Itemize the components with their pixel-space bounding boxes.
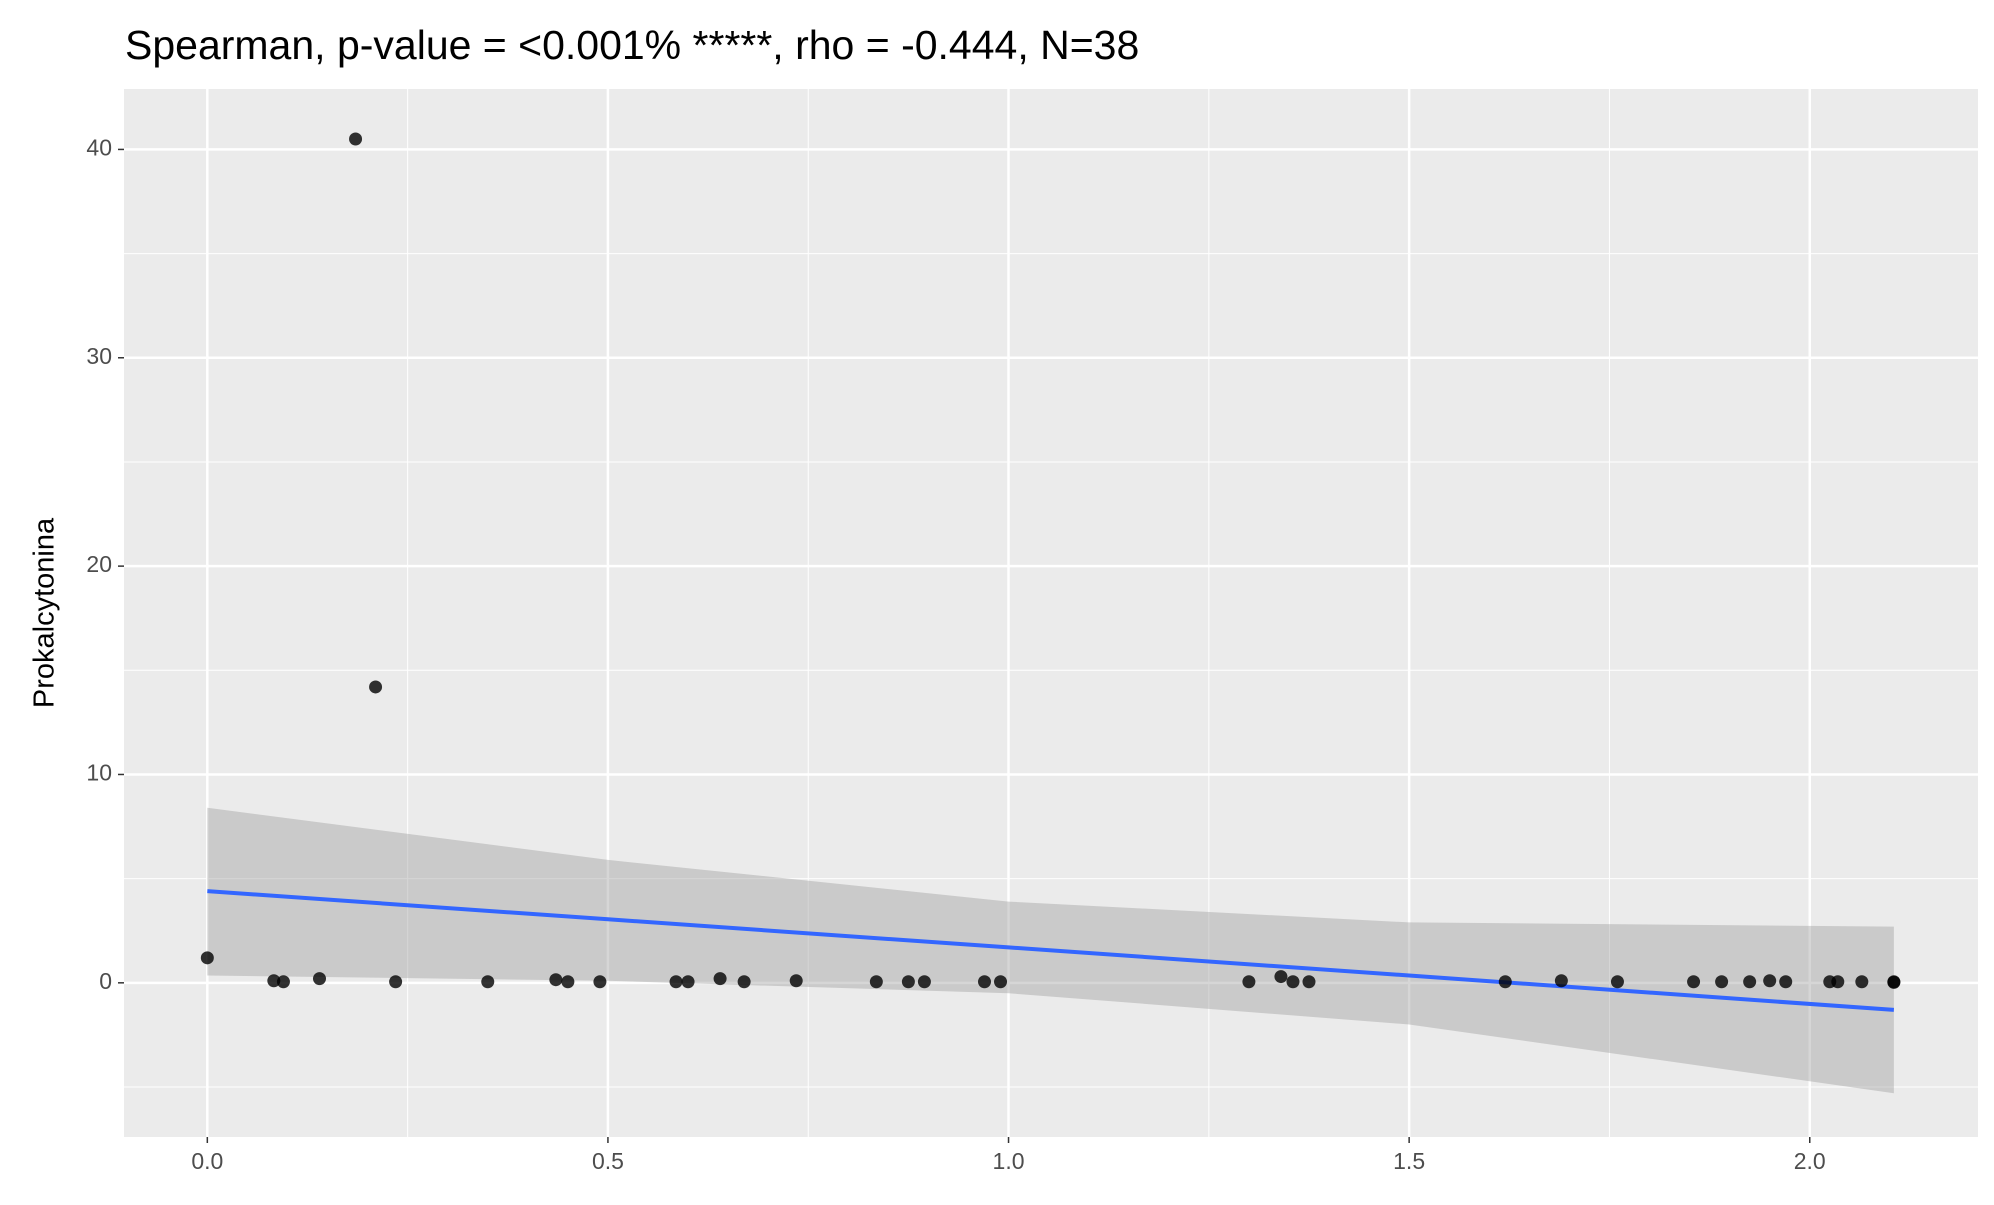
point (737, 975, 751, 989)
point (1302, 975, 1316, 989)
point (789, 974, 803, 988)
y-tick-label: 30 (86, 343, 112, 369)
point (549, 973, 563, 987)
plot-panel (124, 89, 1978, 1137)
point (1763, 974, 1777, 988)
point (869, 975, 883, 989)
point (276, 975, 290, 989)
x-tick-label: 0.5 (592, 1148, 624, 1174)
point (349, 132, 363, 146)
fit-line (207, 889, 1895, 1012)
y-tick-label: 20 (86, 551, 112, 577)
x-tick-label: 1.5 (1393, 1148, 1425, 1174)
point (389, 975, 403, 989)
point (200, 951, 214, 965)
point (1286, 975, 1300, 989)
point (681, 975, 695, 989)
point (994, 975, 1008, 989)
point (713, 972, 727, 986)
y-tick-label: 40 (86, 134, 112, 160)
point (1779, 975, 1793, 989)
y-axis-label: Prokalcytonina (29, 517, 61, 708)
point (669, 975, 683, 989)
x-tick-label: 0.0 (191, 1148, 223, 1174)
point (1274, 970, 1288, 984)
point (1498, 975, 1512, 989)
point (917, 975, 931, 989)
point (312, 972, 326, 986)
y-tick-label: 10 (86, 760, 112, 786)
point (1715, 975, 1729, 989)
point (561, 975, 575, 989)
point (481, 975, 495, 989)
x-tick-label: 2.0 (1794, 1148, 1826, 1174)
point (369, 680, 383, 694)
point (977, 975, 991, 989)
point (1610, 975, 1624, 989)
point (1855, 975, 1869, 989)
x-tick-label: 1.0 (993, 1148, 1025, 1174)
point (267, 974, 281, 988)
point (593, 975, 607, 989)
point (1831, 975, 1845, 989)
point (1687, 975, 1701, 989)
point (1743, 975, 1757, 989)
point (1554, 974, 1568, 988)
chart-title: Spearman, p-value = <0.001% *****, rho =… (125, 22, 1139, 68)
point (901, 975, 915, 989)
point (1887, 975, 1901, 989)
y-tick-label: 0 (99, 968, 112, 994)
point (1242, 975, 1256, 989)
